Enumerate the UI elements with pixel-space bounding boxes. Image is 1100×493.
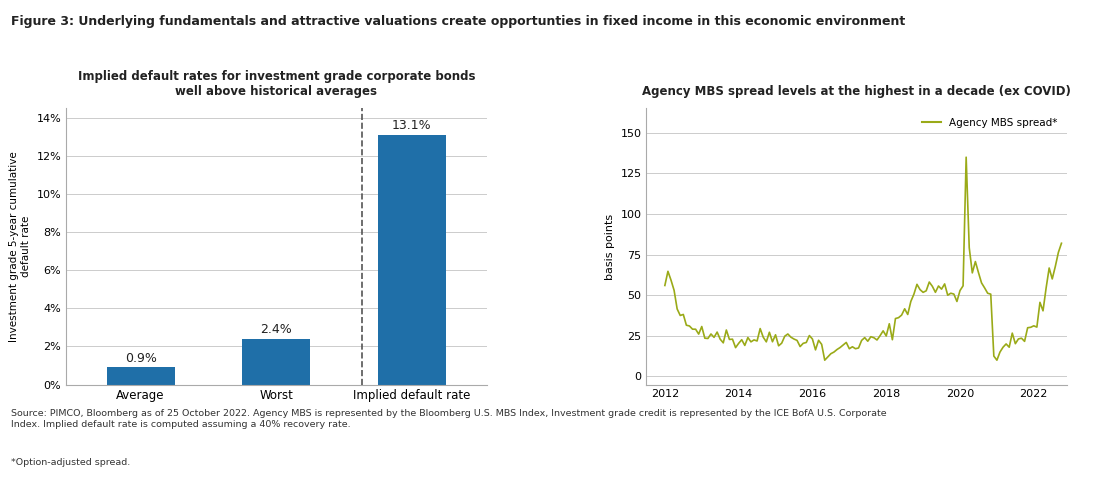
Title: Implied default rates for investment grade corporate bonds
well above historical: Implied default rates for investment gra… <box>77 70 475 98</box>
Legend: Agency MBS spread*: Agency MBS spread* <box>918 114 1062 132</box>
Bar <box>378 135 446 385</box>
Y-axis label: basis points: basis points <box>605 213 615 280</box>
Text: 2.4%: 2.4% <box>261 323 293 336</box>
Text: Figure 3: Underlying fundamentals and attractive valuations create opportunties : Figure 3: Underlying fundamentals and at… <box>11 15 905 28</box>
Y-axis label: Investment grade 5-year cumulative
default rate: Investment grade 5-year cumulative defau… <box>9 151 31 342</box>
Bar <box>242 339 310 385</box>
Bar <box>107 367 175 385</box>
Title: Agency MBS spread levels at the highest in a decade (ex COVID): Agency MBS spread levels at the highest … <box>642 85 1071 98</box>
Text: Source: PIMCO, Bloomberg as of 25 October 2022. Agency MBS is represented by the: Source: PIMCO, Bloomberg as of 25 Octobe… <box>11 409 887 428</box>
Text: 13.1%: 13.1% <box>393 119 432 132</box>
Text: *Option-adjusted spread.: *Option-adjusted spread. <box>11 458 130 467</box>
Text: 0.9%: 0.9% <box>124 352 156 364</box>
